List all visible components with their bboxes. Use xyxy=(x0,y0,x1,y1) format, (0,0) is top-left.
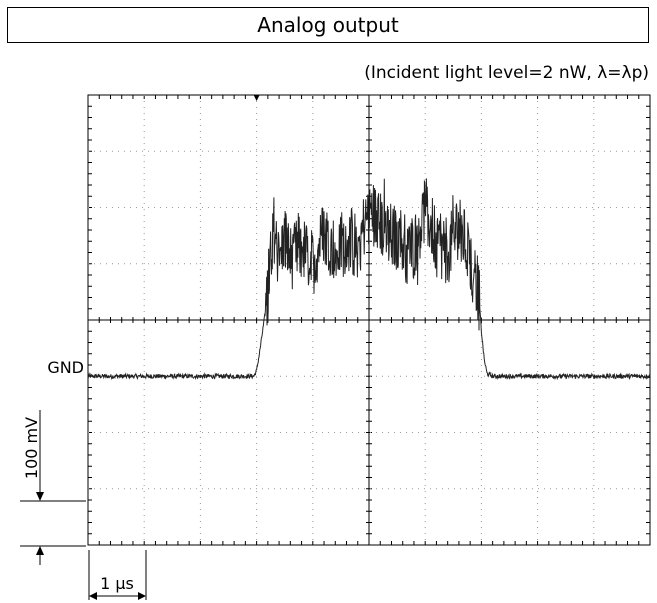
center-axes xyxy=(88,95,650,545)
gnd-label: GND xyxy=(47,358,84,377)
chart-title: Analog output xyxy=(7,7,649,43)
measurement-condition: (Incident light level=2 nW, λ=λp) xyxy=(364,63,649,83)
x-scale-label: 1 µs xyxy=(100,574,134,593)
signal-trace xyxy=(87,178,651,381)
y-scale-label: 100 mV xyxy=(22,417,41,479)
x-scale-bar xyxy=(88,550,147,600)
y-scale-bar xyxy=(20,410,86,565)
trigger-marker xyxy=(253,95,260,101)
